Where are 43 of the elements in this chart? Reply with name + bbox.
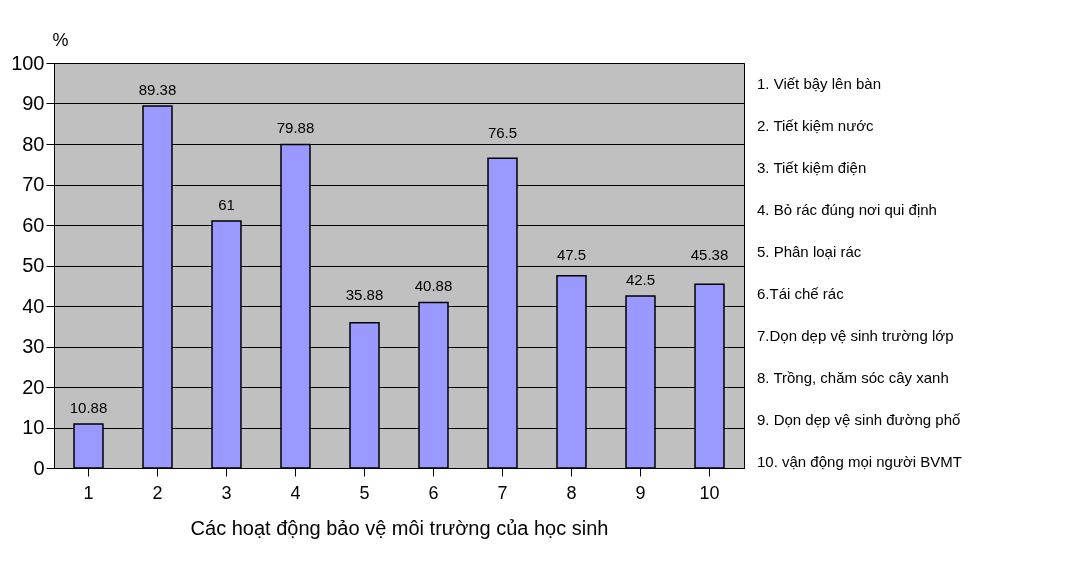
text: 2. Tiết kiệm nước bbox=[757, 117, 875, 134]
y-tick-label: 70 bbox=[22, 173, 45, 195]
text: 8. Trồng, chăm sóc cây xanh bbox=[757, 369, 949, 386]
data-label: 79.88 bbox=[276, 119, 315, 137]
text: 4. Bỏ rác đúng nơi qui định bbox=[757, 201, 937, 218]
y-tick-label: 0 bbox=[33, 456, 45, 479]
y-tick-label: 80 bbox=[22, 132, 45, 155]
y-tick-label: 60 bbox=[22, 213, 45, 236]
y-tick-label: 90 bbox=[22, 92, 45, 114]
data-label: 45.38 bbox=[690, 245, 729, 263]
text: 9. Dọn dẹp vệ sinh đường phố bbox=[757, 411, 962, 428]
y-axis-title: % bbox=[52, 29, 69, 50]
data-label: 76.5 bbox=[487, 124, 518, 141]
data-label: 10.88 bbox=[69, 398, 108, 416]
text: 3. Tiết kiệm điện bbox=[757, 159, 867, 176]
x-tick-label: 5 bbox=[359, 482, 370, 503]
x-tick-label: 8 bbox=[566, 482, 577, 503]
text: 1. Viết bậy lên bàn bbox=[757, 75, 881, 92]
y-tick-label: 40 bbox=[22, 294, 45, 317]
x-tick-label: 6 bbox=[428, 482, 439, 503]
y-tick-label: 100 bbox=[11, 51, 45, 74]
data-label: 61 bbox=[218, 195, 235, 213]
x-tick-label: 1 bbox=[83, 482, 94, 503]
y-tick-label: 10 bbox=[22, 416, 45, 438]
y-tick-label: 20 bbox=[22, 375, 45, 398]
data-label: 40.88 bbox=[414, 277, 453, 295]
x-tick-label: 10 bbox=[699, 482, 720, 503]
x-tick-label: 4 bbox=[290, 482, 301, 503]
text: 7.Dọn dẹp vệ sinh trường lớp bbox=[757, 327, 954, 344]
data-label: 47.5 bbox=[556, 245, 587, 263]
text: 5. Phân loại rác bbox=[757, 243, 862, 260]
x-axis-title: Các hoạt động bảo vệ môi trường của học sinh bbox=[190, 516, 609, 539]
x-tick-label: 2 bbox=[152, 482, 163, 503]
data-label: 35.88 bbox=[345, 286, 384, 303]
text: 10. vận động mọi người BVMT bbox=[757, 453, 962, 470]
y-tick-label: 30 bbox=[22, 335, 45, 357]
data-label: 89.38 bbox=[138, 81, 177, 99]
text: 6.Tái chế rác bbox=[757, 285, 845, 302]
x-tick-label: 7 bbox=[497, 482, 508, 503]
x-tick-label: 3 bbox=[221, 482, 232, 503]
data-label: 42.5 bbox=[625, 270, 656, 288]
y-tick-label: 50 bbox=[22, 254, 45, 276]
x-tick-label: 9 bbox=[635, 482, 646, 503]
